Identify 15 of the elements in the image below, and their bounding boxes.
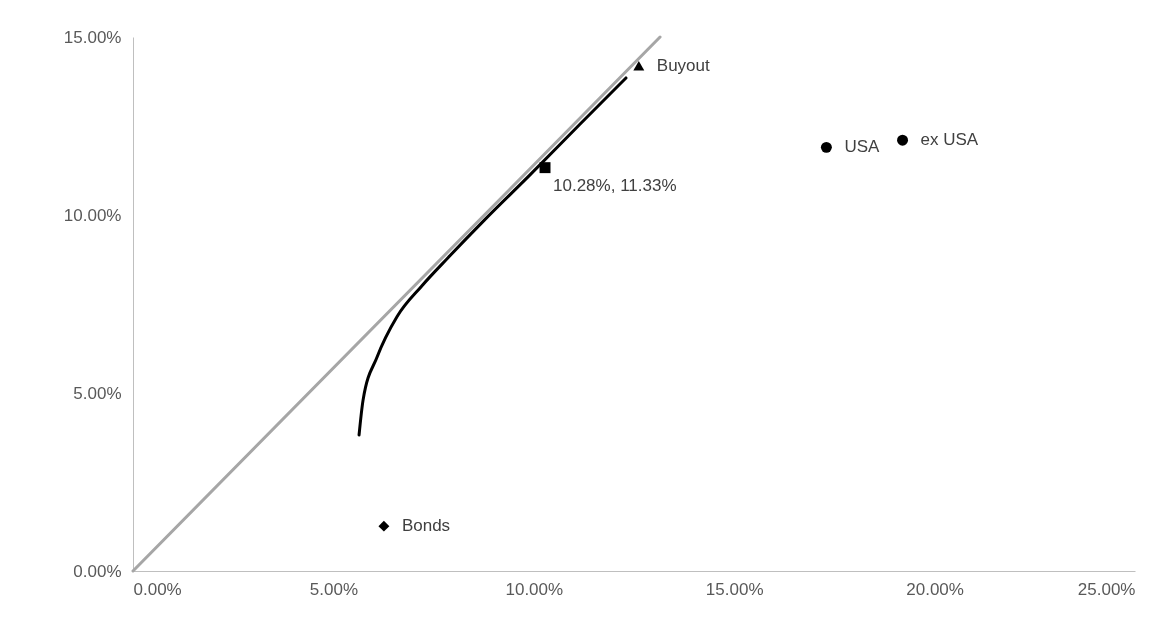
x-tick-label: 15.00%	[705, 579, 764, 599]
x-tick-label: 10.00%	[505, 579, 564, 599]
x-tick-label: 5.00%	[309, 579, 358, 599]
x-tick-label: 0.00%	[133, 579, 182, 599]
series-label: ex USA	[920, 130, 979, 150]
x-tick-label: 25.00%	[1077, 579, 1136, 599]
y-tick-label: 15.00%	[63, 27, 122, 47]
series-label: Bonds	[401, 516, 451, 536]
series-label: USA	[844, 137, 880, 157]
y-tick-label: 10.00%	[63, 205, 122, 225]
annotation: 10.28%, 11.33%	[553, 175, 677, 195]
y-tick-label: 5.00%	[73, 383, 122, 403]
x-tick-label: 20.00%	[906, 579, 964, 599]
y-tick-label: 0.00%	[73, 561, 122, 581]
series-label: Buyout	[656, 55, 711, 75]
